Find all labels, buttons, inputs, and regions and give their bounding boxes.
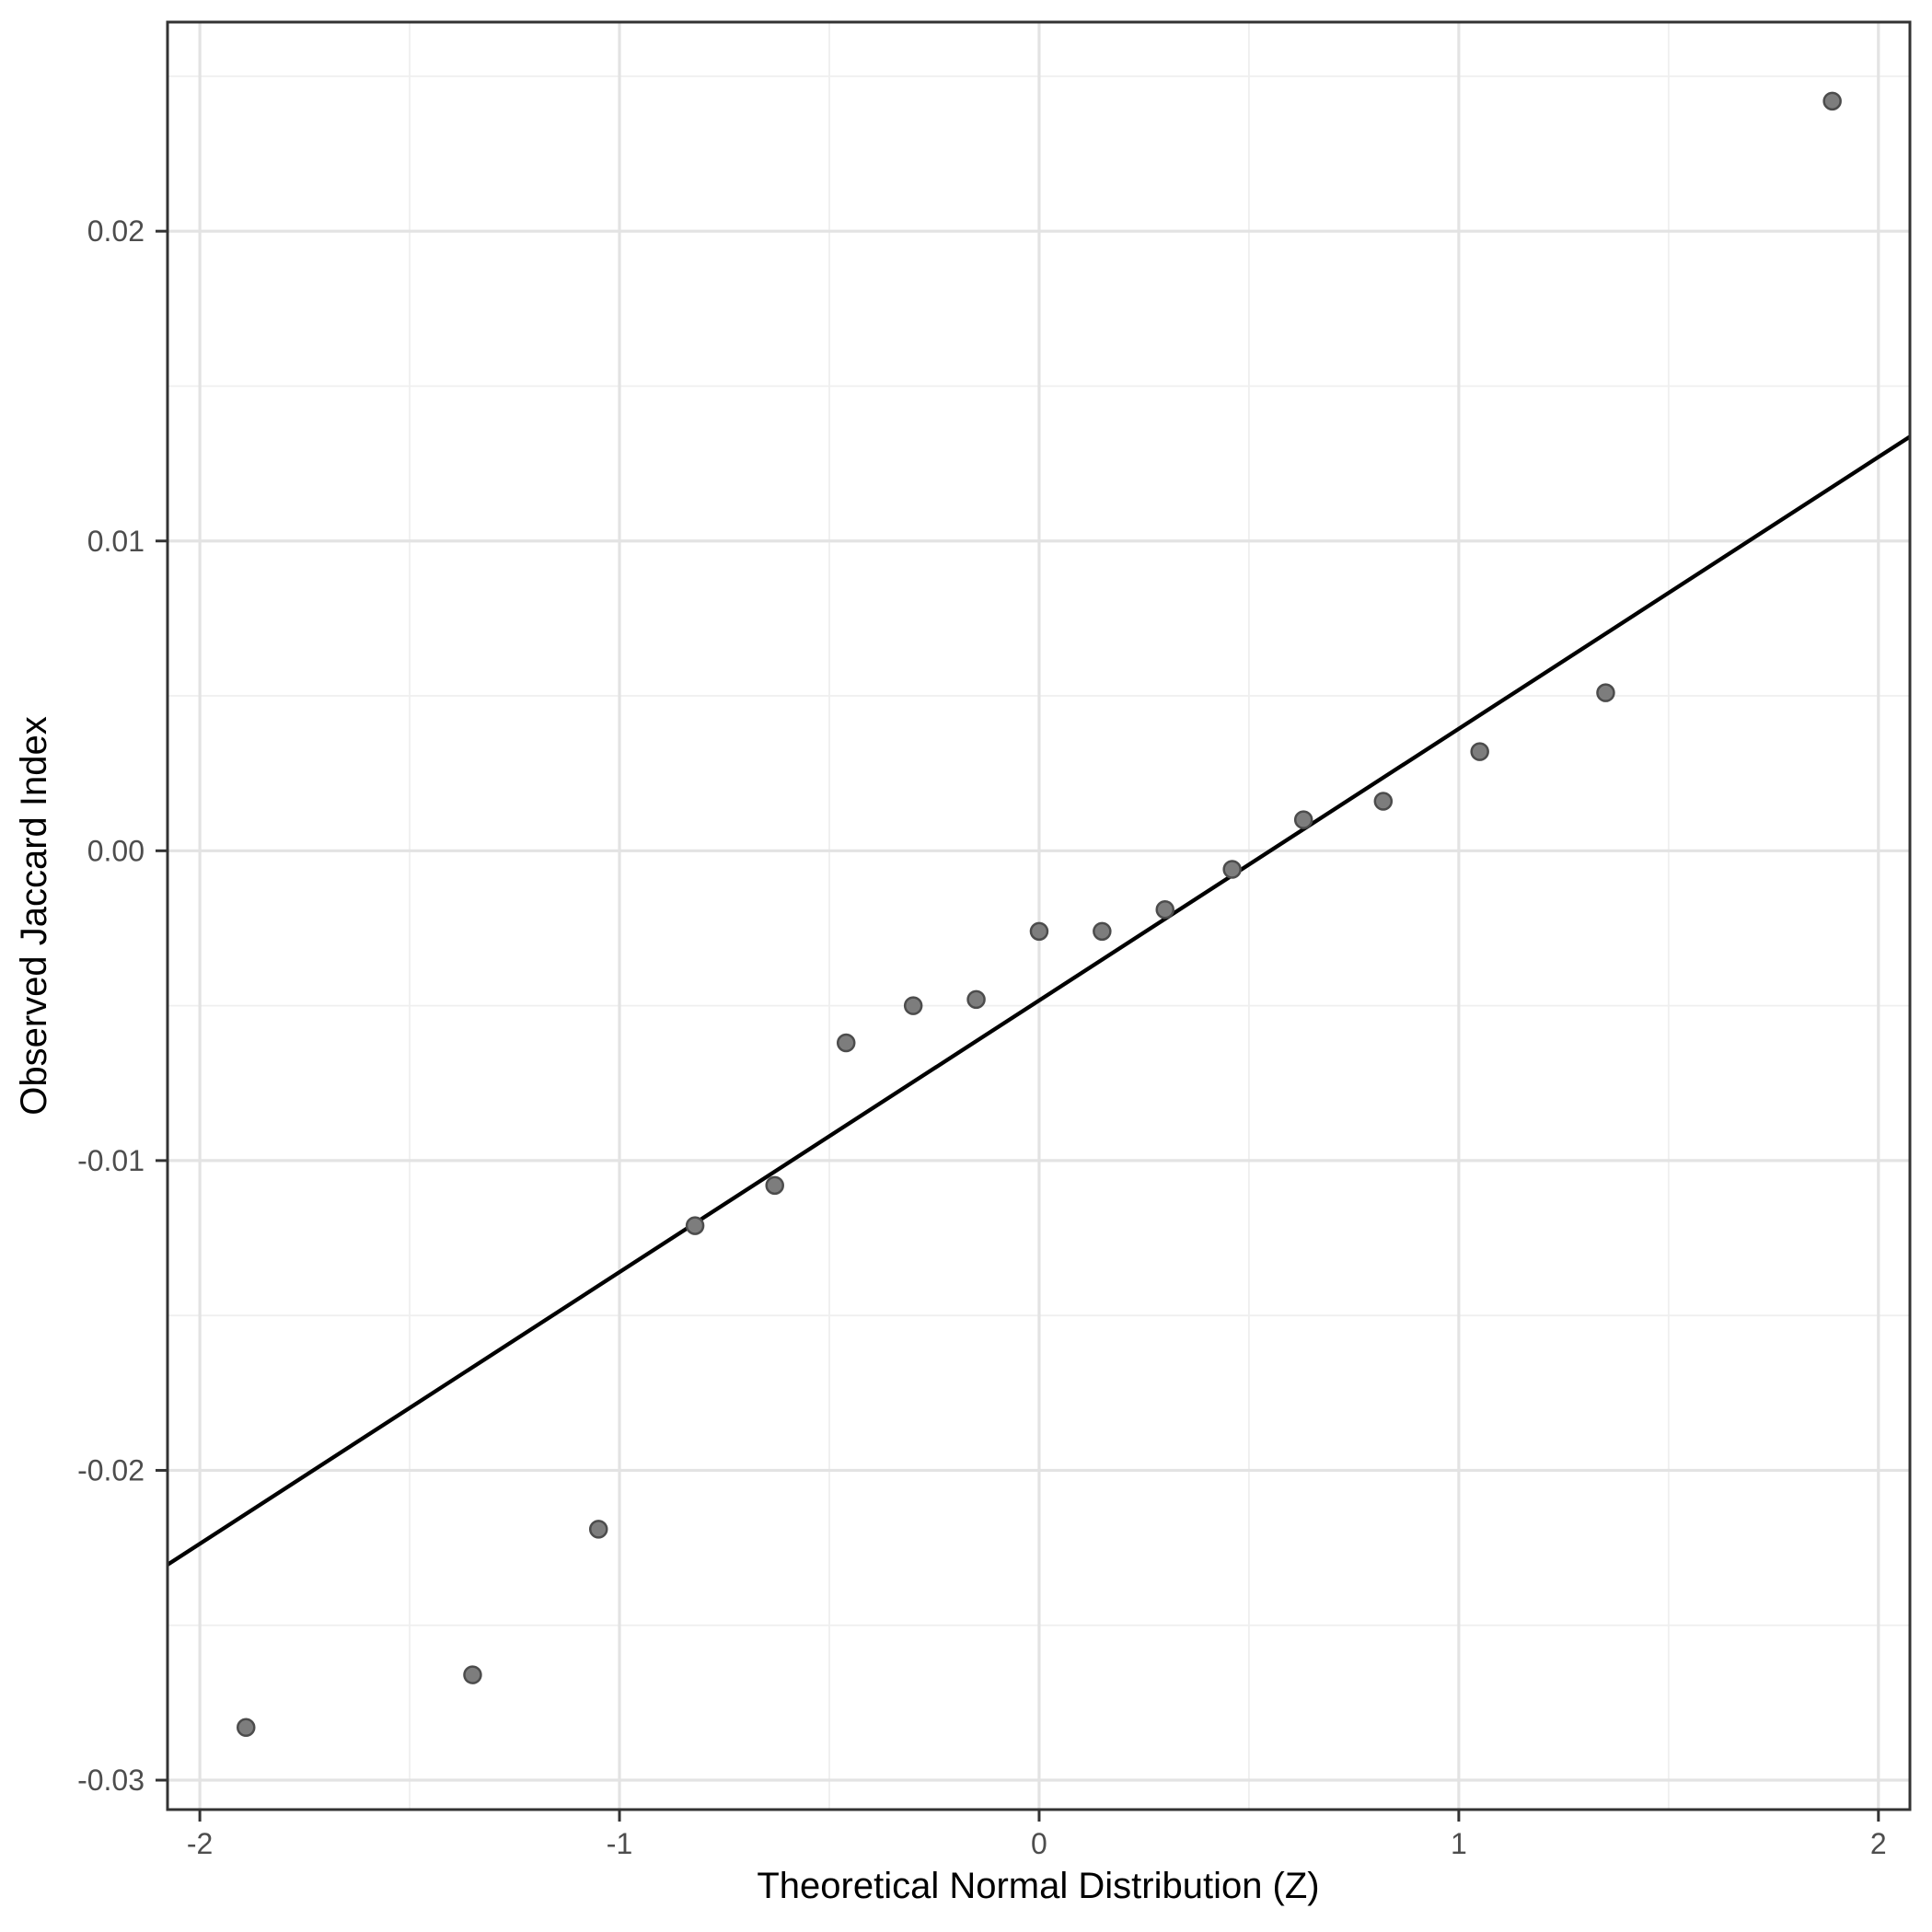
- data-point: [1293, 810, 1313, 829]
- y-tick-label: -0.02: [77, 1453, 145, 1487]
- x-tick-label: 0: [1031, 1827, 1047, 1860]
- data-point: [1155, 900, 1174, 920]
- data-point: [1822, 91, 1842, 111]
- data-point: [685, 1216, 705, 1235]
- data-point: [1373, 792, 1394, 811]
- y-axis-title: Observed Jaccard Index: [14, 716, 54, 1116]
- x-tick-label: 2: [1870, 1827, 1887, 1860]
- y-tick-label: -0.03: [77, 1764, 145, 1797]
- y-tick-label: 0.02: [87, 214, 145, 248]
- data-point: [1029, 921, 1049, 942]
- y-tick-label: 0.00: [87, 834, 145, 867]
- data-point: [836, 1033, 856, 1053]
- data-point: [1093, 921, 1112, 942]
- data-point: [765, 1175, 784, 1196]
- x-tick-label: 1: [1451, 1827, 1467, 1860]
- data-point: [966, 989, 986, 1010]
- y-tick-label: 0.01: [87, 525, 145, 558]
- x-tick-label: -1: [607, 1827, 632, 1860]
- data-point: [1470, 742, 1489, 761]
- data-point: [588, 1520, 608, 1539]
- plot-panel: -2 -1 0 1 2 0.02 0.01 0.00 -0.01 -0.02 -0.03: [77, 20, 1912, 1860]
- data-point: [1222, 860, 1242, 879]
- data-point: [1596, 683, 1615, 702]
- qq-reference-line: [166, 434, 1912, 1567]
- data-point: [237, 1718, 256, 1738]
- x-axis-title: Theoretical Normal Distribution (Z): [757, 1866, 1319, 1906]
- x-tick-label: -2: [187, 1827, 213, 1860]
- y-tick-label: -0.01: [77, 1144, 145, 1177]
- data-point: [903, 996, 923, 1015]
- data-point: [463, 1665, 482, 1684]
